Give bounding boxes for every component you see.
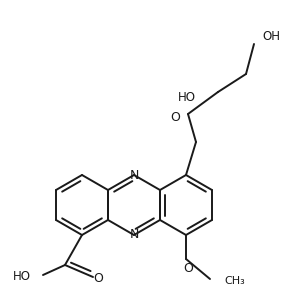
Text: OH: OH — [262, 29, 280, 43]
Text: HO: HO — [13, 271, 31, 283]
Text: CH₃: CH₃ — [224, 276, 245, 286]
Text: N: N — [129, 169, 139, 181]
Text: O: O — [93, 273, 103, 285]
Text: HO: HO — [178, 91, 196, 103]
Text: N: N — [129, 229, 139, 241]
Text: O: O — [183, 263, 193, 275]
Text: O: O — [170, 110, 180, 124]
